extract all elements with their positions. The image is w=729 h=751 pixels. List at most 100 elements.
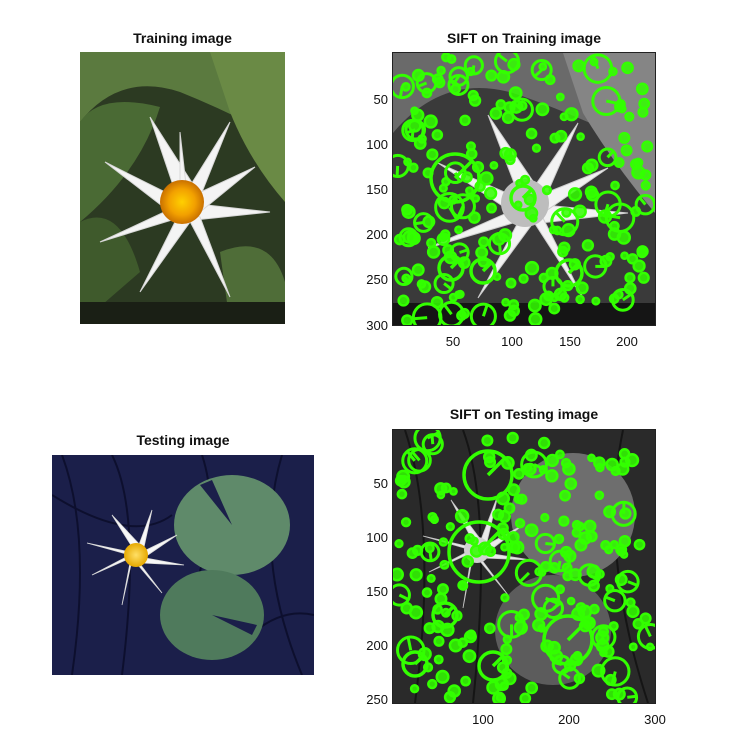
keypoint-marker bbox=[489, 160, 499, 170]
keypoint-marker bbox=[581, 162, 595, 175]
keypoint-marker bbox=[545, 469, 559, 483]
keypoint-marker bbox=[523, 462, 537, 476]
keypoint-marker bbox=[620, 251, 629, 261]
keypoint-marker bbox=[461, 171, 473, 183]
keypoint-marker bbox=[397, 294, 410, 307]
keypoint-marker bbox=[465, 629, 477, 640]
keypoint-marker bbox=[585, 188, 600, 202]
y-tick-label: 300 bbox=[366, 318, 388, 333]
keypoint-marker bbox=[439, 559, 450, 570]
keypoint-marker bbox=[454, 508, 470, 524]
keypoint-marker bbox=[454, 225, 463, 235]
keypoint-marker bbox=[394, 538, 404, 549]
keypoint-marker bbox=[396, 488, 408, 500]
keypoint-marker bbox=[411, 263, 425, 277]
keypoint-marker bbox=[535, 102, 550, 117]
keypoint-orientation bbox=[395, 165, 400, 177]
keypoint-marker bbox=[445, 522, 455, 532]
keypoint-marker bbox=[393, 567, 404, 582]
keypoint-marker bbox=[448, 638, 463, 653]
keypoint-orientation bbox=[448, 206, 459, 220]
keypoint-marker bbox=[623, 282, 637, 295]
keypoint-marker-large bbox=[437, 254, 465, 282]
sift-training-axes bbox=[392, 52, 656, 326]
keypoint-orientation bbox=[453, 159, 474, 180]
keypoint-marker bbox=[439, 229, 451, 240]
keypoint-marker bbox=[446, 54, 457, 64]
keypoint-marker bbox=[458, 307, 470, 320]
keypoint-orientation bbox=[443, 282, 453, 291]
keypoint-marker bbox=[485, 69, 498, 82]
keypoint-orientation bbox=[411, 451, 421, 462]
keypoint-orientation bbox=[588, 573, 600, 582]
keypoint-marker-large bbox=[554, 258, 584, 288]
keypoint-orientation bbox=[417, 81, 428, 88]
keypoint-marker bbox=[609, 540, 619, 550]
keypoint-marker bbox=[566, 596, 576, 606]
keypoint-orientation bbox=[398, 86, 404, 98]
keypoint-marker bbox=[519, 174, 531, 186]
keypoint-marker bbox=[500, 643, 513, 656]
keypoint-marker bbox=[426, 237, 437, 249]
keypoint-marker bbox=[486, 202, 497, 214]
keypoint-marker bbox=[417, 134, 427, 144]
keypoint-marker bbox=[489, 107, 503, 120]
keypoint-marker bbox=[493, 53, 520, 75]
keypoint-marker bbox=[541, 185, 553, 196]
keypoint-marker bbox=[469, 302, 497, 325]
keypoint-marker bbox=[639, 169, 652, 181]
keypoint-marker bbox=[434, 191, 465, 223]
sift-testing-axes bbox=[392, 429, 656, 704]
keypoint-marker bbox=[433, 272, 455, 295]
keypoint-marker bbox=[411, 68, 425, 82]
keypoint-marker bbox=[475, 246, 489, 260]
keypoint-marker bbox=[600, 656, 631, 687]
keypoint-marker bbox=[433, 76, 446, 89]
keypoint-orientation bbox=[481, 261, 493, 273]
keypoint-marker bbox=[597, 147, 618, 168]
x-tick-label: 100 bbox=[501, 334, 523, 349]
keypoint-orientation bbox=[518, 571, 530, 583]
keypoint-marker bbox=[555, 92, 565, 102]
y-tick-label: 150 bbox=[366, 182, 388, 197]
keypoint-marker bbox=[433, 635, 445, 647]
x-tick-label: 50 bbox=[445, 334, 461, 349]
keypoint-marker bbox=[587, 453, 596, 463]
keypoint-marker bbox=[484, 456, 497, 469]
y-tick-label: 100 bbox=[366, 137, 388, 152]
keypoint-marker bbox=[524, 260, 540, 276]
keypoint-marker bbox=[438, 537, 449, 547]
keypoint-marker bbox=[468, 211, 481, 224]
keypoint-orientation bbox=[414, 221, 424, 226]
keypoint-orientation bbox=[443, 605, 455, 617]
keypoint-orientation bbox=[638, 196, 647, 206]
keypoint-orientation bbox=[621, 292, 633, 302]
keypoint-marker bbox=[416, 279, 427, 289]
keypoint-orientation bbox=[533, 68, 543, 78]
keypoint-marker bbox=[457, 580, 468, 591]
y-tick-label: 250 bbox=[366, 272, 388, 287]
keypoint-marker bbox=[599, 648, 608, 658]
keypoint-marker bbox=[421, 87, 433, 99]
keypoint-marker bbox=[507, 304, 521, 318]
y-tick-label: 50 bbox=[373, 476, 388, 491]
keypoint-marker bbox=[548, 302, 561, 315]
keypoint-orientation bbox=[496, 53, 508, 63]
keypoint-marker bbox=[634, 193, 655, 216]
keypoint-orientation bbox=[486, 456, 507, 477]
keypoint-orientation bbox=[604, 595, 616, 603]
keypoint-orientation bbox=[426, 431, 440, 440]
keypoint-marker bbox=[608, 293, 620, 305]
keypoint-orientation bbox=[560, 671, 571, 680]
keypoint-marker bbox=[605, 251, 615, 262]
keypoint-marker bbox=[567, 187, 583, 202]
keypoint-marker bbox=[553, 533, 565, 545]
keypoint-marker bbox=[558, 241, 571, 254]
keypoint-marker bbox=[518, 273, 529, 284]
keypoint-marker bbox=[589, 603, 600, 615]
keypoint-marker-large bbox=[462, 449, 514, 501]
keypoint-marker bbox=[467, 89, 479, 102]
keypoint-marker bbox=[582, 53, 614, 84]
keypoint-marker bbox=[514, 612, 524, 623]
y-tick-label: 250 bbox=[366, 692, 388, 707]
